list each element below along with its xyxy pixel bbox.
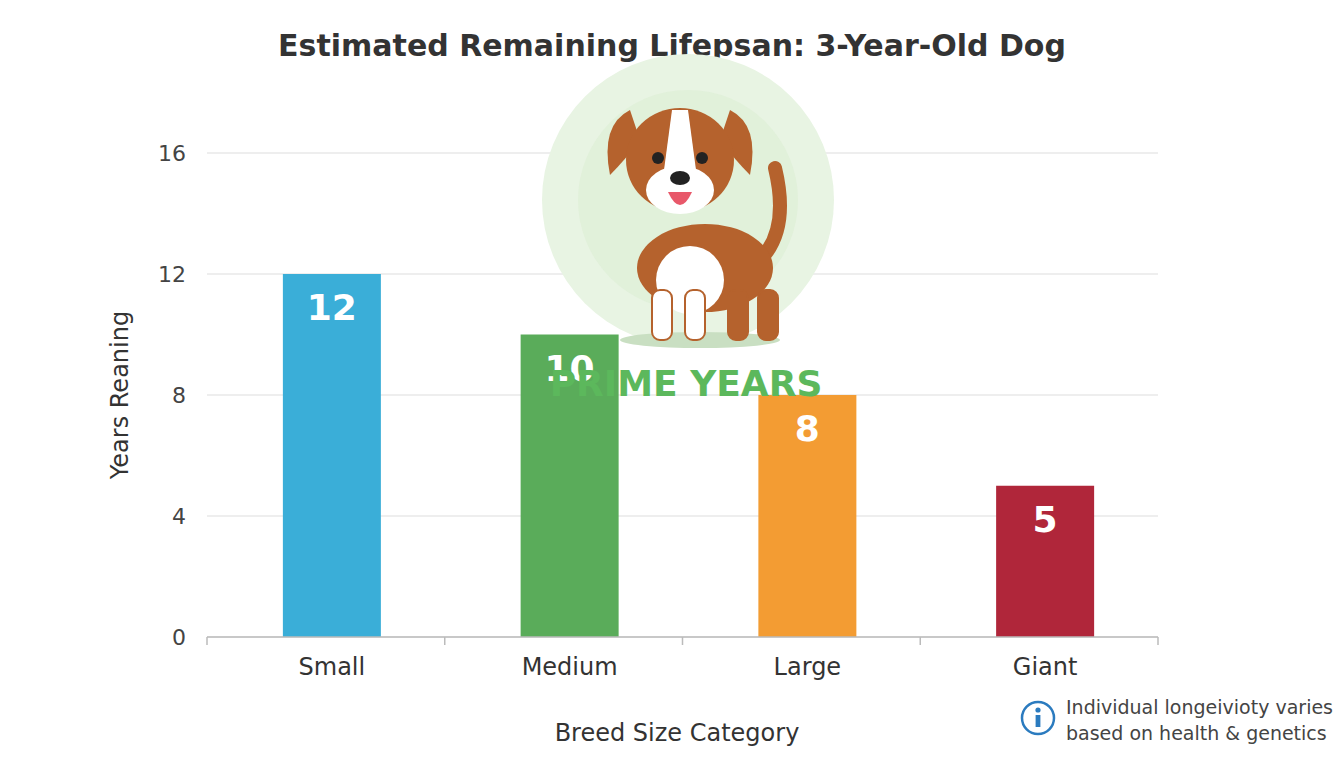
bar [996, 486, 1094, 637]
category-separator [206, 637, 208, 645]
info-icon-bar [1036, 715, 1041, 727]
dog-illustration [542, 54, 834, 348]
annotation: PRIME YEARS [550, 363, 823, 404]
nose [670, 171, 690, 185]
leg [758, 290, 778, 340]
y-tick-label: 16 [158, 141, 186, 166]
data-label: 8 [795, 408, 820, 449]
muzzle [646, 166, 714, 214]
y-tick-label: 0 [172, 625, 186, 650]
leg [652, 290, 672, 340]
eye [696, 152, 708, 164]
category-separator [682, 637, 684, 645]
eye [652, 152, 664, 164]
x-axis-title: Breed Size Category [555, 719, 800, 747]
category-separator [444, 637, 446, 645]
bar [283, 274, 381, 637]
data-label: 5 [1033, 499, 1058, 540]
chart: Estimated Remaining Lifepsan: 3-Year-Old… [0, 0, 1344, 768]
footnote: Individual longeivioty varies based on h… [1066, 694, 1336, 746]
bars [283, 274, 1094, 637]
y-tick-label: 8 [172, 383, 186, 408]
x-tick-label: Medium [522, 653, 618, 681]
y-tick-label: 4 [172, 504, 186, 529]
info-icon-dot [1035, 707, 1040, 712]
y-tick-label: 12 [158, 262, 186, 287]
leg [728, 290, 748, 340]
data-label: 12 [307, 287, 357, 328]
category-separator [920, 637, 922, 645]
leg [685, 290, 705, 340]
bar [758, 395, 856, 637]
head [626, 108, 734, 212]
stage: Estimated Remaining Lifepsan: 3-Year-Old… [0, 0, 1344, 768]
x-tick-label: Large [774, 653, 842, 681]
info-icon [1022, 702, 1054, 734]
halo [542, 54, 834, 346]
x-tick-label: Small [299, 653, 366, 681]
tongue [668, 192, 692, 205]
category-separator [1157, 637, 1159, 645]
y-axis-title: Years Reaning [106, 311, 134, 480]
x-tick-label: Giant [1013, 653, 1078, 681]
